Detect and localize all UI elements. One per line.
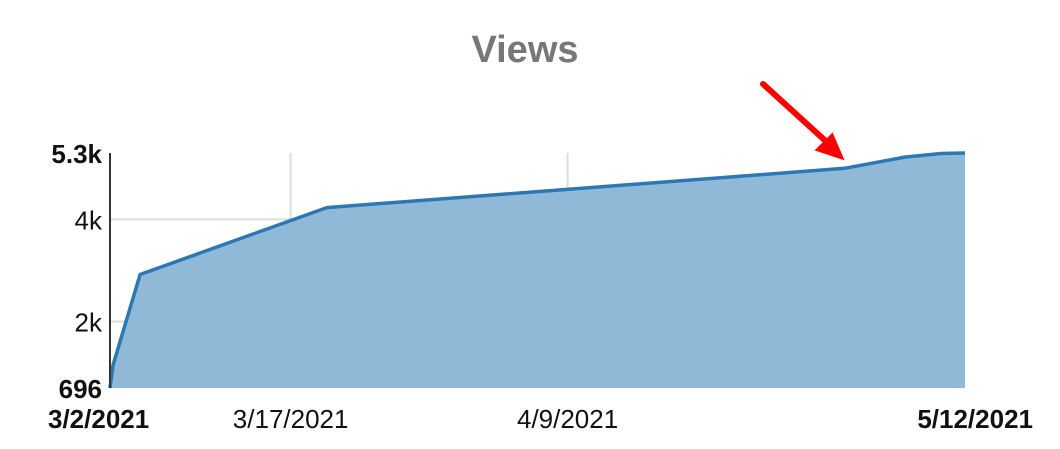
series-line <box>108 151 966 389</box>
arrow-head <box>814 132 845 161</box>
annotation-arrow <box>760 81 845 161</box>
y-tick-labels: 696 2k 4k 5.3k <box>51 139 103 404</box>
y-tick-label: 696 <box>59 374 102 404</box>
chart-title: Views <box>471 29 578 71</box>
arrow-shaft <box>760 81 836 151</box>
y-tick-label: 2k <box>75 307 103 337</box>
x-tick-labels: 3/2/2021 3/17/2021 4/9/2021 5/12/2021 <box>48 404 1033 434</box>
y-tick-label: 5.3k <box>51 139 102 169</box>
x-tick-label: 5/12/2021 <box>917 404 1033 434</box>
area-fill <box>110 153 965 388</box>
y-tick-label: 4k <box>75 205 103 235</box>
x-tick-label: 3/17/2021 <box>233 404 349 434</box>
x-tick-label: 4/9/2021 <box>517 404 618 434</box>
x-tick-label: 3/2/2021 <box>48 404 149 434</box>
